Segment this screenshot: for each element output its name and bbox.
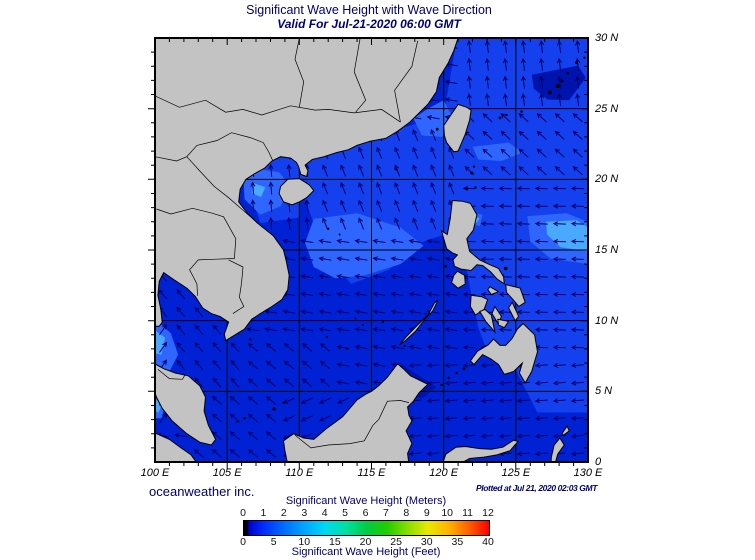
wave-height-map — [148, 37, 589, 469]
plotted-timestamp: Plotted at Jul 21, 2020 02:03 GMT — [476, 483, 597, 493]
lon-label: 120 E — [429, 467, 459, 479]
feet-tick-label: 5 — [270, 536, 277, 548]
feet-tick-label: 0 — [240, 536, 246, 548]
meters-tick-label: 8 — [403, 507, 410, 519]
feet-tick-label: 25 — [390, 536, 402, 548]
feet-tick-label: 35 — [451, 536, 464, 548]
lat-label: 0 — [595, 456, 602, 468]
feet-tick-label: 10 — [298, 536, 311, 548]
lat-label: 25 N — [595, 102, 619, 115]
lon-label: 115 E — [357, 467, 386, 479]
meters-tick-label: 2 — [280, 507, 287, 519]
colorbar — [243, 520, 490, 536]
colorbar-feet-title: Significant Wave Height (Feet) — [291, 546, 441, 558]
meters-tick-label: 1 — [260, 507, 267, 519]
lat-label: 15 N — [595, 244, 619, 256]
feet-tick-label: 20 — [359, 536, 372, 548]
meters-tick-label: 9 — [423, 507, 430, 519]
lon-label: 130 E — [573, 467, 603, 479]
meters-tick-label: 10 — [441, 507, 453, 519]
lon-label: 100 E — [140, 467, 170, 479]
lat-label: 20 N — [595, 173, 619, 186]
lat-label: 30 N — [595, 32, 619, 44]
meters-tick-label: 0 — [240, 507, 246, 519]
lon-label: 110 E — [285, 467, 314, 479]
meters-tick-label: 11 — [462, 507, 474, 519]
meters-tick-label: 12 — [482, 507, 494, 519]
meters-tick-label: 7 — [382, 507, 389, 519]
meters-tick-label: 5 — [342, 507, 348, 519]
lat-label: 5 N — [595, 385, 613, 398]
oceanweather-credit: oceanweather inc. — [149, 484, 255, 499]
feet-tick-label: 30 — [420, 536, 433, 548]
page-title: Significant Wave Height with Wave Direct… — [246, 3, 492, 17]
lon-label: 105 E — [212, 467, 242, 479]
meters-tick-label: 3 — [301, 507, 308, 519]
feet-tick-label: 40 — [482, 536, 494, 548]
lat-label: 10 N — [595, 314, 619, 327]
meters-tick-label: 4 — [321, 507, 328, 519]
meters-tick-label: 6 — [362, 507, 369, 519]
colorbar-meters-title: Significant Wave Height (Meters) — [285, 495, 447, 507]
feet-tick-label: 15 — [329, 536, 341, 548]
lon-label: 125 E — [501, 467, 531, 479]
valid-time-subtitle: Valid For Jul-21-2020 06:00 GMT — [277, 17, 461, 31]
